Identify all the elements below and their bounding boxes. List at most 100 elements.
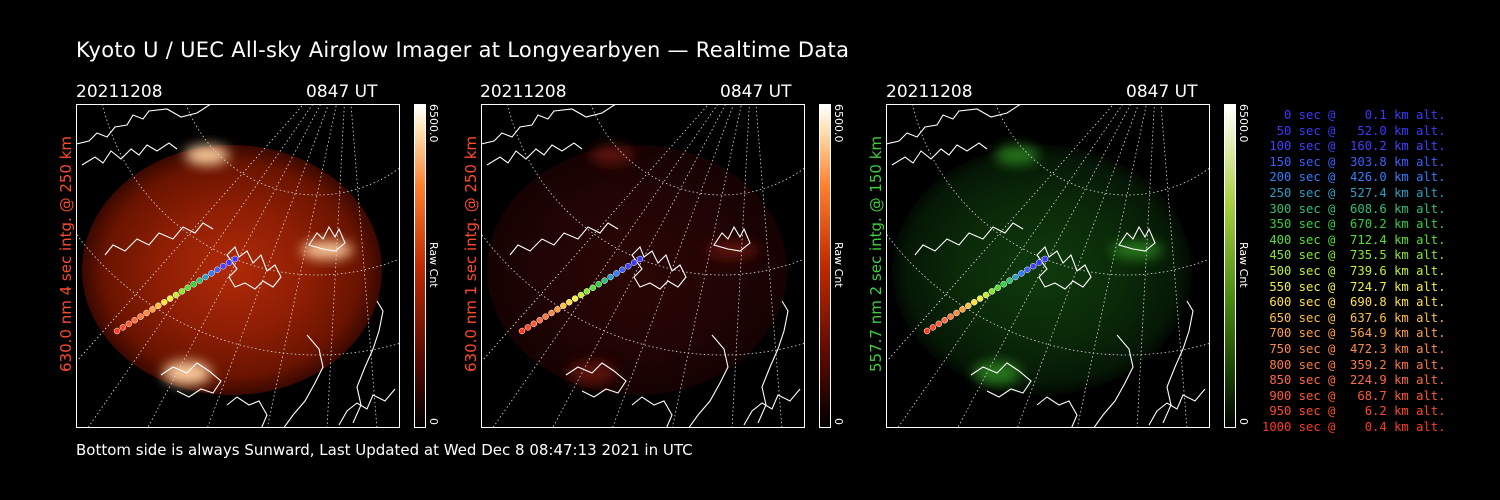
trajectory-point bbox=[160, 298, 168, 306]
trajectory-point bbox=[530, 320, 538, 328]
legend-row: 450 sec @ 735.5 km alt. bbox=[1262, 248, 1446, 263]
trajectory-point bbox=[583, 288, 591, 295]
legend-row: 500 sec @ 739.6 km alt. bbox=[1262, 263, 1446, 278]
allsky-disc bbox=[82, 145, 382, 395]
trajectory-point bbox=[595, 280, 602, 288]
trajectory-point bbox=[1035, 259, 1043, 266]
meridian-line bbox=[1017, 105, 1139, 427]
trajectory-point bbox=[231, 255, 239, 263]
trajectory-point bbox=[965, 302, 972, 310]
coastline bbox=[509, 222, 619, 256]
aurora-patch bbox=[185, 145, 229, 165]
meridian-line bbox=[612, 105, 734, 427]
panel-1-cbar-max: 6500.0 bbox=[427, 104, 440, 143]
legend-row: 100 sec @ 160.2 km alt. bbox=[1262, 139, 1446, 154]
trajectory-point bbox=[935, 320, 943, 328]
panel-2-cbar-min: 0 bbox=[832, 418, 845, 425]
page-title: Kyoto U / UEC All-sky Airglow Imager at … bbox=[76, 38, 850, 62]
coastline bbox=[891, 142, 988, 166]
panel-1-side-label: 630.0 nm 4 sec intg. @ 250 km bbox=[57, 135, 75, 372]
coastline bbox=[631, 246, 687, 290]
panel-2-time: 0847 UT bbox=[720, 82, 792, 102]
trajectory-point bbox=[994, 284, 1002, 292]
trajectory-point bbox=[630, 259, 638, 266]
panel-3-side-label: 557.7 nm 2 sec intg. @ 150 km bbox=[867, 135, 885, 372]
trajectory-point bbox=[571, 295, 579, 302]
legend-row: 850 sec @ 224.9 km alt. bbox=[1262, 373, 1446, 388]
legend-row: 950 sec @ 6.2 km alt. bbox=[1262, 404, 1446, 419]
panel-3-time: 0847 UT bbox=[1126, 82, 1198, 102]
coastline bbox=[887, 105, 1021, 145]
trajectory-point bbox=[184, 284, 192, 292]
meridian-line bbox=[1136, 105, 1155, 427]
trajectory-point bbox=[225, 259, 233, 266]
trajectory-point bbox=[976, 295, 984, 302]
panel-2-cbar-max: 6500.0 bbox=[832, 104, 845, 143]
trajectory-point bbox=[988, 288, 996, 295]
trajectory-point bbox=[947, 313, 954, 320]
meridian-line bbox=[552, 105, 726, 427]
legend-row: 50 sec @ 52.0 km alt. bbox=[1262, 123, 1446, 138]
meridian-line bbox=[957, 105, 1131, 427]
trajectory-point bbox=[137, 313, 144, 320]
panel-3-cbar-min: 0 bbox=[1237, 418, 1250, 425]
legend-row: 550 sec @ 724.7 km alt. bbox=[1262, 279, 1446, 294]
panel-1-date: 20211208 bbox=[76, 82, 163, 102]
panel-3-cbar-unit: Raw Cnt bbox=[1237, 242, 1250, 288]
coastline bbox=[1036, 246, 1092, 290]
trajectory-point bbox=[190, 280, 197, 288]
panel-3-allsky-image bbox=[886, 104, 1210, 428]
coastline bbox=[970, 362, 1032, 398]
trajectory-point bbox=[131, 316, 138, 324]
trajectory-point bbox=[589, 284, 597, 292]
legend-row: 1000 sec @ 0.4 km alt. bbox=[1262, 419, 1446, 434]
coastline bbox=[743, 388, 801, 426]
legend-row: 650 sec @ 637.6 km alt. bbox=[1262, 310, 1446, 325]
panel-1-time: 0847 UT bbox=[306, 82, 378, 102]
meridian-line bbox=[482, 105, 709, 362]
coastline bbox=[1162, 300, 1194, 424]
trajectory-point bbox=[1006, 277, 1013, 284]
trajectory-point bbox=[149, 306, 156, 313]
trajectory-point bbox=[172, 291, 180, 299]
trajectory-point bbox=[982, 291, 990, 299]
coastline bbox=[482, 105, 616, 145]
coastline bbox=[338, 388, 396, 426]
meridian-line bbox=[326, 105, 345, 427]
legend-row: 400 sec @ 712.4 km alt. bbox=[1262, 232, 1446, 247]
allsky-disc bbox=[487, 145, 787, 395]
trajectory-point bbox=[577, 291, 585, 299]
trajectory-point bbox=[1041, 255, 1049, 263]
legend-row: 900 sec @ 68.7 km alt. bbox=[1262, 388, 1446, 403]
coastline bbox=[1093, 334, 1134, 427]
trajectory-point bbox=[542, 313, 549, 320]
legend-row: 600 sec @ 690.8 km alt. bbox=[1262, 295, 1446, 310]
panel-1-allsky-image bbox=[76, 104, 400, 428]
coastline bbox=[283, 334, 324, 427]
coastline bbox=[713, 225, 751, 252]
legend-row: 0 sec @ 0.1 km alt. bbox=[1262, 108, 1446, 122]
panel-3-colorbar bbox=[1224, 104, 1236, 428]
coastline bbox=[160, 362, 222, 398]
coastline bbox=[1118, 225, 1156, 252]
trajectory-point bbox=[560, 302, 567, 310]
coastline bbox=[688, 334, 729, 427]
trajectory-point bbox=[601, 277, 608, 284]
trajectory-point bbox=[941, 316, 948, 324]
meridian-line bbox=[731, 105, 750, 427]
meridian-line bbox=[887, 105, 1114, 362]
trajectory-point bbox=[554, 306, 561, 313]
panel-2-date: 20211208 bbox=[480, 82, 567, 102]
panel-1-colorbar bbox=[414, 104, 426, 428]
legend-row: 750 sec @ 472.3 km alt. bbox=[1262, 341, 1446, 356]
trajectory-point bbox=[1024, 266, 1031, 274]
trajectory-point bbox=[166, 295, 174, 302]
trajectory-point bbox=[624, 262, 632, 270]
trajectory-point bbox=[607, 273, 614, 281]
panel-1-cbar-min: 0 bbox=[427, 418, 440, 425]
coastline bbox=[226, 396, 268, 427]
coastline bbox=[81, 142, 178, 166]
allsky-map bbox=[77, 105, 399, 427]
allsky-disc bbox=[892, 145, 1192, 395]
